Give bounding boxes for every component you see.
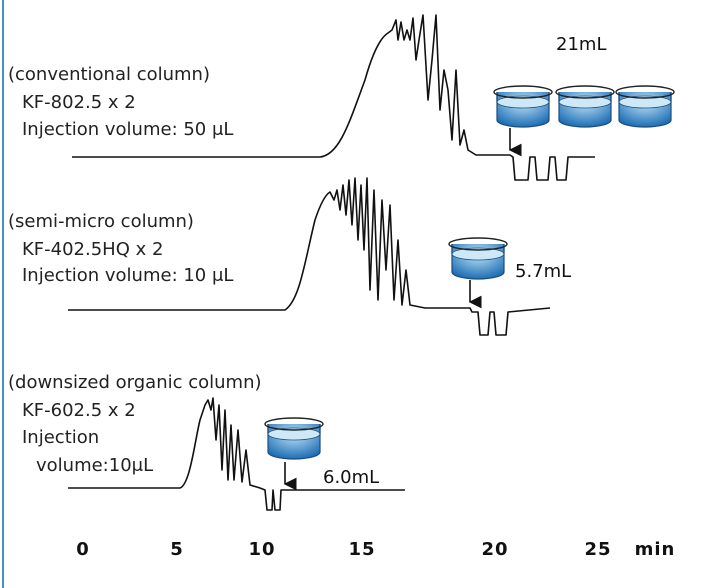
column-name: KF-402.5HQ x 2 — [22, 239, 163, 260]
injection-volume: Injection volume: 10 μL — [22, 265, 233, 286]
x-axis-unit: min — [635, 539, 676, 560]
beaker-icon — [493, 85, 553, 128]
column-type: (semi-micro column) — [8, 211, 194, 232]
injection-volume: Injection — [22, 427, 99, 448]
x-tick-label: 15 — [348, 539, 375, 560]
solvent-volume: 5.7mL — [515, 261, 571, 282]
solvent-volume: 21mL — [556, 34, 606, 55]
chromatogram — [72, 14, 595, 181]
column-type: (downsized organic column) — [8, 372, 262, 393]
chromatogram — [68, 177, 551, 336]
x-tick-label: 20 — [481, 539, 508, 560]
solvent-volume: 6.0mL — [323, 467, 379, 488]
column-type: (conventional column) — [8, 64, 210, 85]
x-tick-label: 10 — [248, 539, 275, 560]
beaker-icon — [264, 417, 324, 460]
x-tick-label: 5 — [170, 539, 184, 560]
beaker-icon — [555, 85, 615, 128]
injection-volume: volume:10μL — [36, 455, 153, 476]
chromatogram — [68, 397, 405, 511]
beaker-icon — [615, 85, 675, 128]
beaker-icon — [448, 237, 508, 280]
x-tick-label: 0 — [76, 539, 90, 560]
x-tick-label: 25 — [584, 539, 611, 560]
column-name: KF-602.5 x 2 — [22, 400, 136, 421]
column-name: KF-802.5 x 2 — [22, 92, 136, 113]
injection-volume: Injection volume: 50 μL — [22, 119, 233, 140]
